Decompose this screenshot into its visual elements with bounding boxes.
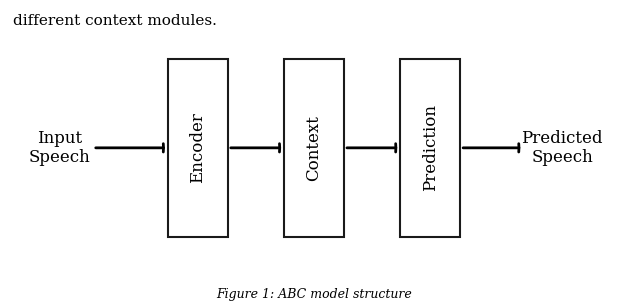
Text: Figure 1: ABC model structure: Figure 1: ABC model structure (216, 288, 412, 301)
Text: Predicted
Speech: Predicted Speech (521, 130, 603, 166)
Bar (401, 59, 460, 237)
Bar (168, 59, 228, 237)
Text: Encoder: Encoder (189, 112, 207, 183)
Text: Context: Context (305, 115, 323, 181)
Bar (284, 59, 344, 237)
Text: Input
Speech: Input Speech (29, 130, 90, 166)
Text: different context modules.: different context modules. (13, 14, 217, 28)
Text: Prediction: Prediction (421, 104, 439, 191)
